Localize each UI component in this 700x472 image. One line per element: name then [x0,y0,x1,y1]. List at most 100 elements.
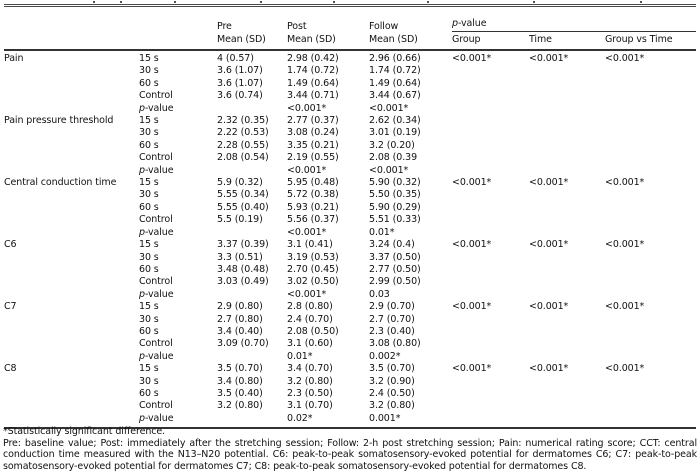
sub-label: 15 s [139,53,159,64]
pre-value: 3.03 (0.49) [217,276,269,288]
post-value: <0.001* [287,102,327,114]
pre-value: 3.48 (0.48) [217,263,269,275]
sub-label: 30 s [139,189,159,201]
table-row: Pain pressure threshold 15 s 2.32 (0.35) 2.… [4,115,696,127]
p-group-value [452,152,529,164]
post-value: 3.35 (0.21) [287,139,339,151]
follow-value: 0.03 [369,288,390,300]
row-label [4,264,139,276]
table-row: C7 15 s 2.9 (0.80) 2.8 (0.80) 2.9 (0.70) <0.0… [4,301,696,313]
follow-value: 3.5 (0.70) [369,363,415,375]
sub-label: 15 s [139,177,159,189]
p-group-vs-time-value: <0.001* [605,239,645,251]
sub-label: 60 s [139,139,159,151]
row-label: Pain pressure threshold [4,115,114,127]
table-row: 30 s 5.55 (0.34) 5.72 (0.38) 5.50 (0.35) [4,189,696,201]
sub-label: p-value [139,350,174,362]
table-row: Central conduction time 15 s 5.9 (0.32) 5.9… [4,177,696,189]
sub-label: Control [139,400,173,412]
row-label [4,289,139,301]
follow-value: 1.74 (0.72) [369,65,421,77]
abbreviations-note: Pre: baseline value; Post: immediately a… [3,437,697,472]
sub-label: p-value [139,164,174,176]
follow-value: 2.7 (0.70) [369,313,415,325]
row-label [4,388,139,400]
sub-label: p-value [139,288,174,300]
p-time-value: <0.001* [529,363,569,375]
p-time-value [529,90,605,102]
follow-value: 3.01 (0.19) [369,127,421,139]
p-group-value [452,326,529,338]
sub-label: 60 s [139,325,159,337]
p-group-value [452,90,529,102]
row-label [4,276,139,288]
p-time-value: <0.001* [529,53,569,64]
p-group-value [452,252,529,264]
follow-value: 3.2 (0.90) [369,375,415,387]
significance-note: *Statistically significant difference. [3,426,166,437]
pre-value [217,103,287,115]
sub-label: 30 s [139,313,159,325]
sub-label: 60 s [139,263,159,275]
post-value: 3.1 (0.41) [287,239,333,251]
row-label [4,351,139,363]
sub-label: 15 s [139,363,159,375]
header-post-mean-sd: Mean (SD) [287,31,369,51]
follow-value: 3.44 (0.67) [369,90,421,102]
pre-value: 4 (0.57) [217,53,254,64]
post-value: 3.44 (0.71) [287,90,339,102]
pre-value: 3.5 (0.40) [217,387,263,399]
table-row: Control 3.2 (0.80) 3.1 (0.70) 3.2 (0.80) [4,400,696,412]
post-value: 3.08 (0.24) [287,127,339,139]
follow-value: 5.50 (0.35) [369,189,421,201]
post-value: 5.93 (0.21) [287,201,339,213]
post-value: 3.1 (0.60) [287,338,333,350]
pre-value: 3.4 (0.40) [217,325,263,337]
p-time-value [529,152,605,164]
row-label: Central conduction time [4,177,117,189]
p-group-vs-time-value [605,115,696,127]
header-row-sub: Mean (SD) Mean (SD) Mean (SD) Group Time… [4,31,697,51]
sub-label: Control [139,214,173,226]
header-time: Time [529,31,605,51]
post-value: <0.001* [287,226,327,238]
table-row: 30 s 2.22 (0.53) 3.08 (0.24) 3.01 (0.19) [4,127,696,139]
table-row: p-value 0.01* 0.002* [4,351,696,363]
p-group-vs-time-value [605,338,696,350]
header-empty [4,31,139,51]
p-group-value [452,127,529,139]
p-group-value: <0.001* [452,53,492,64]
follow-value: 2.62 (0.34) [369,115,421,127]
row-label [4,189,139,201]
table-row: C8 15 s 3.5 (0.70) 3.4 (0.70) 3.5 (0.70) <0.0… [4,363,696,375]
p-time-value [529,127,605,139]
p-group-vs-time-value [605,214,696,226]
p-group-vs-time-value [605,202,696,214]
follow-value: 3.2 (0.20) [369,139,415,151]
post-value: 3.19 (0.53) [287,251,339,263]
p-group-value: <0.001* [452,363,492,375]
p-group-vs-time-value [605,227,696,239]
follow-value: 5.90 (0.29) [369,201,421,213]
post-value: 1.49 (0.64) [287,77,339,89]
sub-label: 15 s [139,115,159,127]
follow-value: 3.08 (0.80) [369,338,421,350]
pre-value: 5.9 (0.32) [217,177,263,189]
header-group-vs-time: Group vs Time [605,31,697,51]
row-label [4,152,139,164]
p-group-vs-time-value: <0.001* [605,301,645,313]
pre-value: 3.37 (0.39) [217,239,269,251]
table-row: 60 s 5.55 (0.40) 5.93 (0.21) 5.90 (0.29) [4,202,696,214]
pre-value [217,412,287,430]
p-group-vs-time-value [605,264,696,276]
pre-value: 3.09 (0.70) [217,338,269,350]
p-group-value [452,351,529,363]
follow-value: 5.51 (0.33) [369,214,421,226]
p-italic: p [139,412,145,424]
p-time-value [529,165,605,177]
p-group-vs-time-value [605,103,696,115]
p-group-value [452,115,529,127]
table-row: C6 15 s 3.37 (0.39) 3.1 (0.41) 3.24 (0.4) <0.… [4,239,696,251]
p-group-value [452,314,529,326]
post-value: 0.02* [287,412,369,430]
